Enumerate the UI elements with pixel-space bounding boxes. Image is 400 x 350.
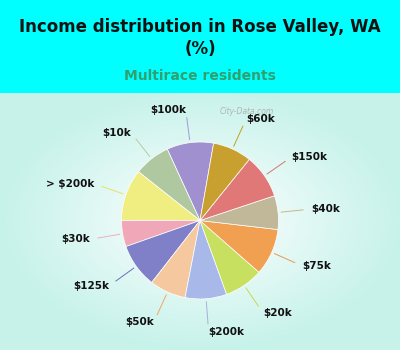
Text: Income distribution in Rose Valley, WA
(%): Income distribution in Rose Valley, WA (… xyxy=(19,18,381,58)
Wedge shape xyxy=(200,143,249,220)
Wedge shape xyxy=(152,220,200,298)
Text: > $200k: > $200k xyxy=(46,179,95,189)
Text: $75k: $75k xyxy=(302,261,331,271)
Text: $10k: $10k xyxy=(102,128,131,138)
Text: $50k: $50k xyxy=(125,317,154,327)
Wedge shape xyxy=(122,172,200,220)
Text: Multirace residents: Multirace residents xyxy=(124,69,276,83)
Wedge shape xyxy=(185,220,227,299)
Wedge shape xyxy=(126,220,200,282)
Wedge shape xyxy=(200,220,278,272)
Text: $200k: $200k xyxy=(209,327,245,337)
Wedge shape xyxy=(167,142,214,220)
Text: $125k: $125k xyxy=(74,281,110,290)
Text: $150k: $150k xyxy=(292,152,328,162)
Wedge shape xyxy=(138,149,200,220)
Text: City-Data.com: City-Data.com xyxy=(220,107,274,116)
Wedge shape xyxy=(200,196,278,230)
Wedge shape xyxy=(200,220,259,294)
Text: $20k: $20k xyxy=(263,308,292,317)
Text: $30k: $30k xyxy=(62,234,90,244)
Wedge shape xyxy=(200,159,274,220)
Text: $60k: $60k xyxy=(246,114,275,124)
Text: $100k: $100k xyxy=(150,105,186,115)
Text: $40k: $40k xyxy=(311,204,340,214)
Wedge shape xyxy=(122,220,200,246)
